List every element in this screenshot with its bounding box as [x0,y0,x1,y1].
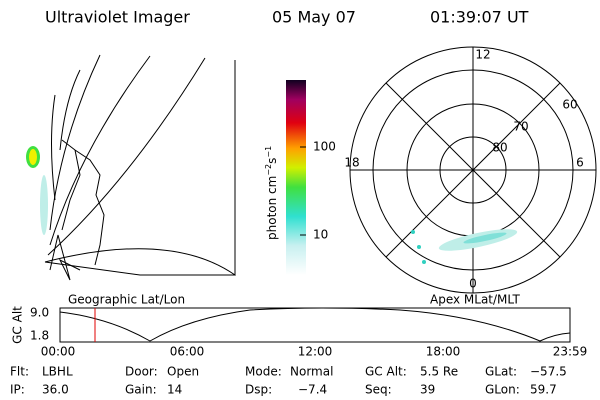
info-value: 39 [420,383,435,397]
info-label: Mode: [245,365,282,379]
info-label: Flt: [10,365,29,379]
lat-label: 60 [562,98,577,112]
mlt-label: 6 [576,156,584,170]
info-label: IP: [10,383,25,397]
info-label: GLat: [485,365,517,379]
info-label: Seq: [365,383,392,397]
info-value: 5.5 Re [420,365,458,379]
date: 05 May 07 [272,8,356,27]
info-value: 59.7 [530,383,557,397]
altitude-xtick: 06:00 [170,345,205,359]
info-label: GC Alt: [365,365,407,379]
mlt-label: 18 [344,156,359,170]
info-label: Door: [125,365,158,379]
colorbar-label: photon cm−2s−1 [264,146,279,240]
info-value: Open [167,365,199,379]
geo-map [26,54,236,281]
colorbar [286,80,306,275]
altitude-ylabel: GC Alt [11,306,25,344]
info-value: Normal [290,365,333,379]
time: 01:39:07 UT [430,8,529,27]
info-value: 36.0 [42,383,69,397]
info-value: −7.4 [298,383,327,397]
info-value: LBHL [42,365,73,379]
panel-label: Geographic Lat/Lon [68,293,185,307]
altitude-xtick: 00:00 [41,345,76,359]
mlt-label: 0 [469,277,477,291]
mlt-label: 12 [475,48,490,62]
lat-label: 80 [492,141,507,155]
polar-plot [349,46,597,294]
altitude-ytick: 1.8 [30,329,49,343]
panel-label: Apex MLat/MLT [430,293,520,307]
lat-label: 70 [513,120,528,134]
altitude-xtick: 12:00 [298,345,333,359]
colorbar-tick-label: 100 [313,140,336,154]
info-value: 14 [167,383,182,397]
altitude-curve [59,307,571,342]
info-value: −57.5 [530,365,567,379]
info-label: GLon: [485,383,520,397]
altitude-xtick: 23:59 [553,345,588,359]
title: Ultraviolet Imager [45,8,190,27]
info-label: Dsp: [245,383,272,397]
info-label: Gain: [125,383,157,397]
colorbar-tick-label: 10 [313,228,328,242]
altitude-xtick: 18:00 [426,345,461,359]
altitude-ytick: 9.0 [30,306,49,320]
